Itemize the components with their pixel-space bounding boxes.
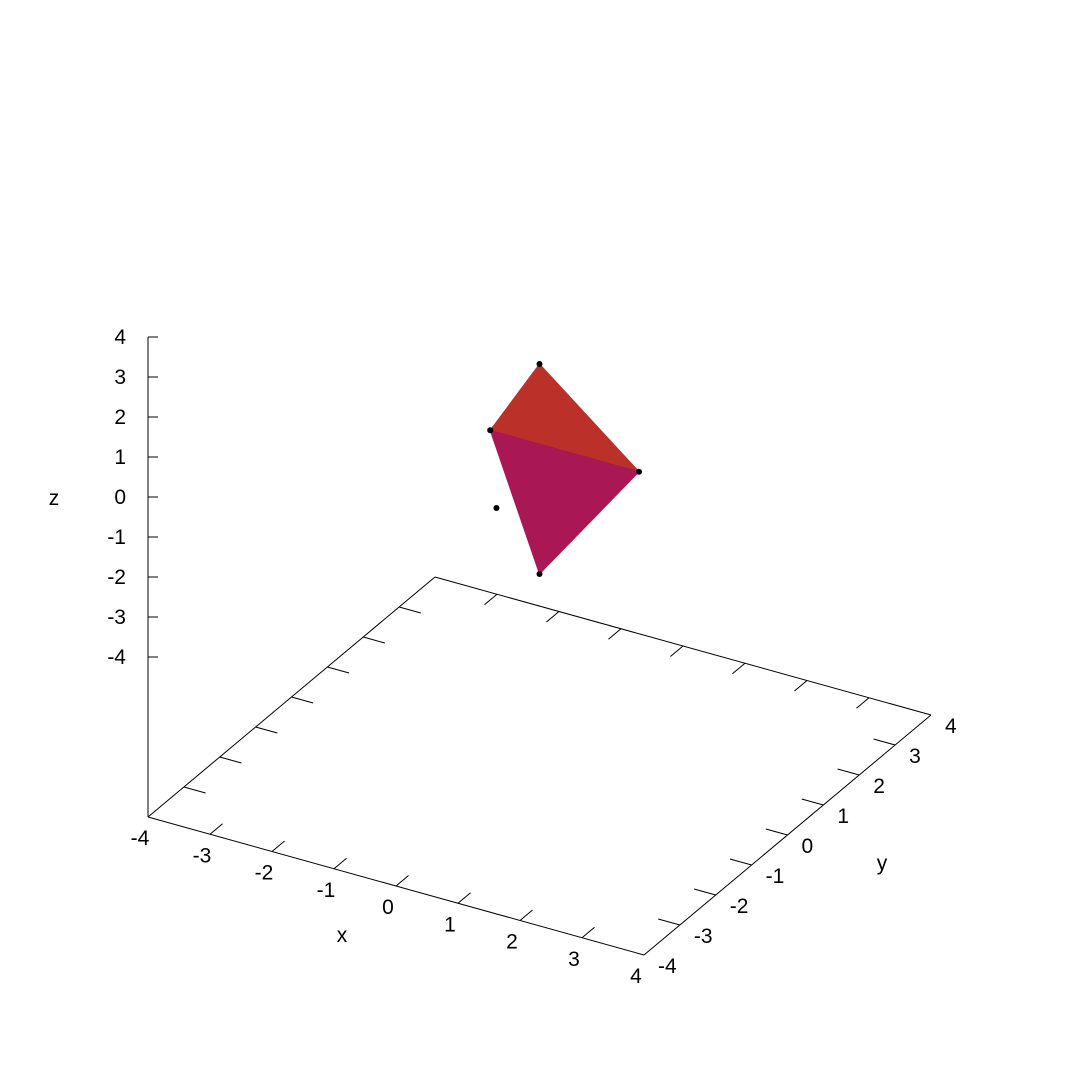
z-tick-label: 1 [114, 446, 126, 469]
y-tick [729, 858, 752, 866]
y-tick-back [327, 666, 350, 674]
x-tick-label: 3 [568, 948, 580, 971]
y-tick-back [398, 606, 421, 614]
x-axis-label: x [337, 924, 348, 947]
y-tick [693, 888, 716, 896]
z-tick-label: -2 [107, 566, 126, 589]
x-tick [395, 875, 409, 887]
y-tick-label: 0 [802, 835, 814, 858]
data-point [636, 468, 643, 475]
x-tick-back [608, 628, 622, 640]
y-tick-back [255, 726, 278, 734]
surface-face-2 [489, 429, 640, 575]
x-tick [209, 823, 223, 835]
surface [489, 363, 641, 575]
x-tick-label: 0 [382, 896, 394, 919]
x-tick-back [670, 645, 684, 657]
y-tick [658, 918, 681, 926]
y-tick [765, 828, 788, 836]
x-tick-back [856, 697, 870, 709]
x-tick [581, 926, 595, 939]
data-point [493, 505, 500, 511]
y-tick [873, 738, 896, 746]
y-tick-label: -3 [694, 925, 713, 948]
y-tick-label: 2 [873, 775, 885, 798]
y-tick-label: 4 [945, 715, 957, 738]
x-tick [333, 857, 347, 870]
y-axis-label: y [877, 852, 888, 875]
y-tick-label: -2 [730, 895, 749, 918]
z-tick-label: -4 [107, 646, 126, 669]
y-tick-back [219, 756, 242, 764]
x-tick-label: -3 [193, 844, 212, 867]
data-point [536, 571, 543, 577]
z-tick-label: 3 [114, 366, 126, 389]
z-axis-label: z [49, 487, 60, 510]
y-tick-label: -1 [766, 865, 785, 888]
y-tick-back [183, 786, 206, 794]
x-tick [519, 909, 533, 921]
x-tick-label: 4 [630, 965, 642, 988]
x-tick-back [546, 611, 560, 623]
x-tick-label: -4 [131, 827, 150, 850]
x-tick-label: 2 [506, 931, 518, 954]
x-tick-label: 1 [444, 913, 456, 936]
x-tick-label: -1 [317, 879, 336, 902]
x-tick-back [732, 662, 746, 675]
y-tick [801, 798, 824, 806]
x-tick [271, 840, 285, 852]
z-tick-label: -1 [107, 526, 126, 549]
x-tick-back [794, 680, 808, 692]
x-tick-back [484, 593, 498, 606]
z-tick-label: -3 [107, 606, 126, 629]
y-tick-label: -4 [658, 955, 677, 978]
y-tick-back [291, 696, 314, 704]
y-tick-label: 1 [837, 805, 849, 828]
z-tick-label: 0 [114, 486, 126, 509]
z-tick-label: 4 [114, 326, 126, 349]
data-point [536, 361, 543, 367]
data-points [487, 361, 643, 577]
x-tick [457, 892, 471, 904]
z-tick-label: 2 [114, 406, 126, 429]
x-tick-label: -2 [255, 862, 274, 885]
y-tick-label: 3 [909, 745, 921, 768]
data-point [487, 427, 494, 434]
y-tick-back [363, 636, 386, 644]
y-tick [837, 768, 860, 776]
